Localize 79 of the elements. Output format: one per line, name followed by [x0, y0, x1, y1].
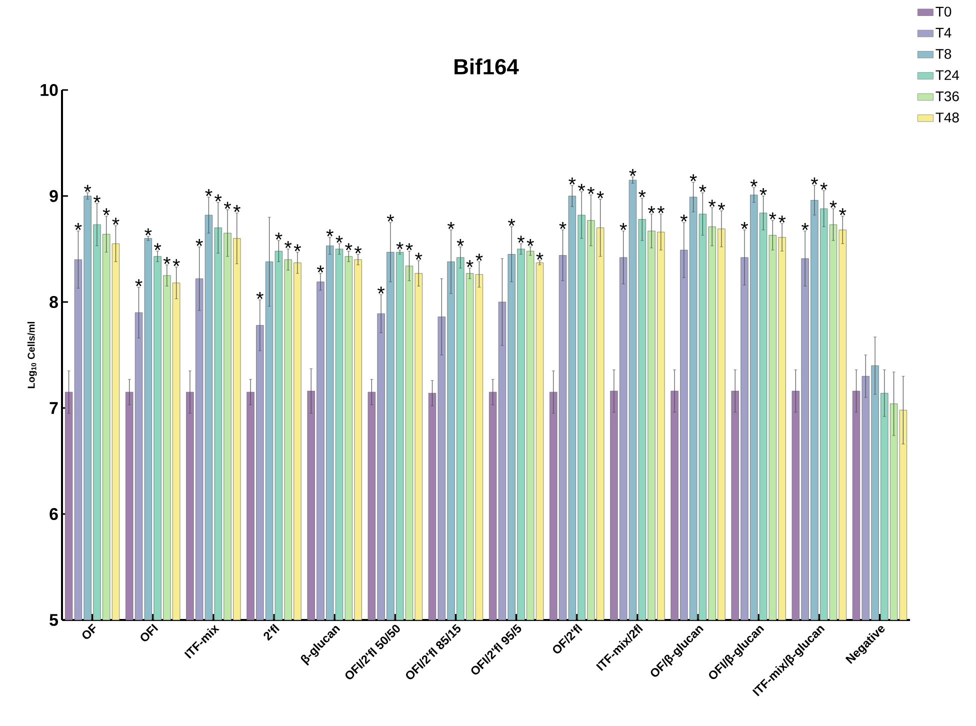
data-label: * [508, 218, 516, 226]
data-label: * [224, 202, 232, 209]
legend-label: T48 [936, 112, 959, 122]
data-label: * [102, 208, 110, 216]
data-label: * [517, 236, 525, 243]
data-label: * [256, 292, 264, 299]
data-label: * [214, 194, 222, 202]
data-label: * [578, 184, 586, 191]
legend-label: T4 [936, 28, 952, 38]
y-tick-label: 6 [50, 508, 58, 520]
data-label: * [294, 244, 302, 252]
legend-label: T8 [936, 48, 952, 59]
y-tick-label: 5 [50, 614, 58, 626]
data-label: * [740, 222, 748, 229]
data-label: * [406, 243, 413, 250]
data-label: * [830, 200, 837, 208]
y-tick-label: 7 [50, 402, 58, 414]
data-label: * [680, 214, 688, 222]
data-label: * [456, 238, 464, 246]
data-label: * [629, 168, 636, 176]
data-label: * [415, 252, 422, 260]
data-label: * [354, 246, 362, 254]
data-label: * [205, 189, 212, 196]
data-label: * [769, 212, 776, 220]
data-label: * [802, 223, 809, 230]
data-label: * [536, 252, 544, 260]
data-label: * [648, 206, 656, 214]
data-label: * [820, 182, 828, 190]
data-label: * [750, 180, 758, 187]
data-label: * [233, 205, 240, 212]
data-label: * [526, 238, 534, 246]
legend-label: T24 [936, 70, 960, 80]
data-label: * [568, 177, 576, 184]
y-tick-label: 10 [40, 84, 58, 96]
data-label: * [657, 206, 664, 214]
data-label: * [778, 216, 786, 223]
data-label: * [74, 223, 82, 230]
data-label: * [596, 191, 604, 198]
y-tick-label: 8 [50, 296, 58, 308]
chart-title: Bif164 [454, 58, 519, 75]
data-label: * [708, 200, 716, 207]
data-label: * [839, 208, 846, 216]
data-label: * [316, 265, 324, 272]
data-label: * [144, 228, 152, 236]
data-label: * [447, 222, 455, 229]
legend-label: T36 [936, 91, 959, 102]
data-label: * [326, 229, 334, 236]
data-label: * [466, 260, 474, 268]
data-label: * [196, 238, 203, 246]
legend-label: T0 [936, 6, 952, 17]
data-label: * [386, 214, 394, 222]
data-label: * [699, 184, 706, 192]
data-label: * [336, 236, 343, 243]
data-label: * [587, 187, 595, 194]
data-label: * [163, 256, 170, 264]
data-label: * [93, 195, 101, 202]
data-label: * [84, 184, 92, 192]
data-label: * [476, 254, 483, 261]
x-tick-label: OF [82, 624, 96, 639]
y-axis-title: Log$_{10}$ Cells/ml [27, 322, 37, 388]
x-tick-label: OFI [140, 624, 158, 642]
data-label: * [112, 218, 120, 225]
data-label: * [345, 243, 352, 250]
x-tick-label: 2'fl [264, 624, 280, 641]
data-label: * [690, 174, 697, 182]
data-label: * [620, 223, 627, 230]
data-label: * [638, 190, 646, 198]
data-label: * [559, 222, 566, 229]
y-tick-label: 9 [50, 190, 58, 202]
data-label: * [718, 202, 726, 210]
data-label: * [172, 259, 180, 266]
data-label: * [810, 177, 818, 184]
data-label: * [396, 242, 404, 250]
data-label: * [284, 241, 292, 248]
data-label: * [135, 279, 142, 286]
data-label: * [154, 243, 162, 250]
data-label: * [760, 188, 767, 196]
data-label: * [378, 286, 385, 294]
data-label: * [275, 232, 282, 240]
